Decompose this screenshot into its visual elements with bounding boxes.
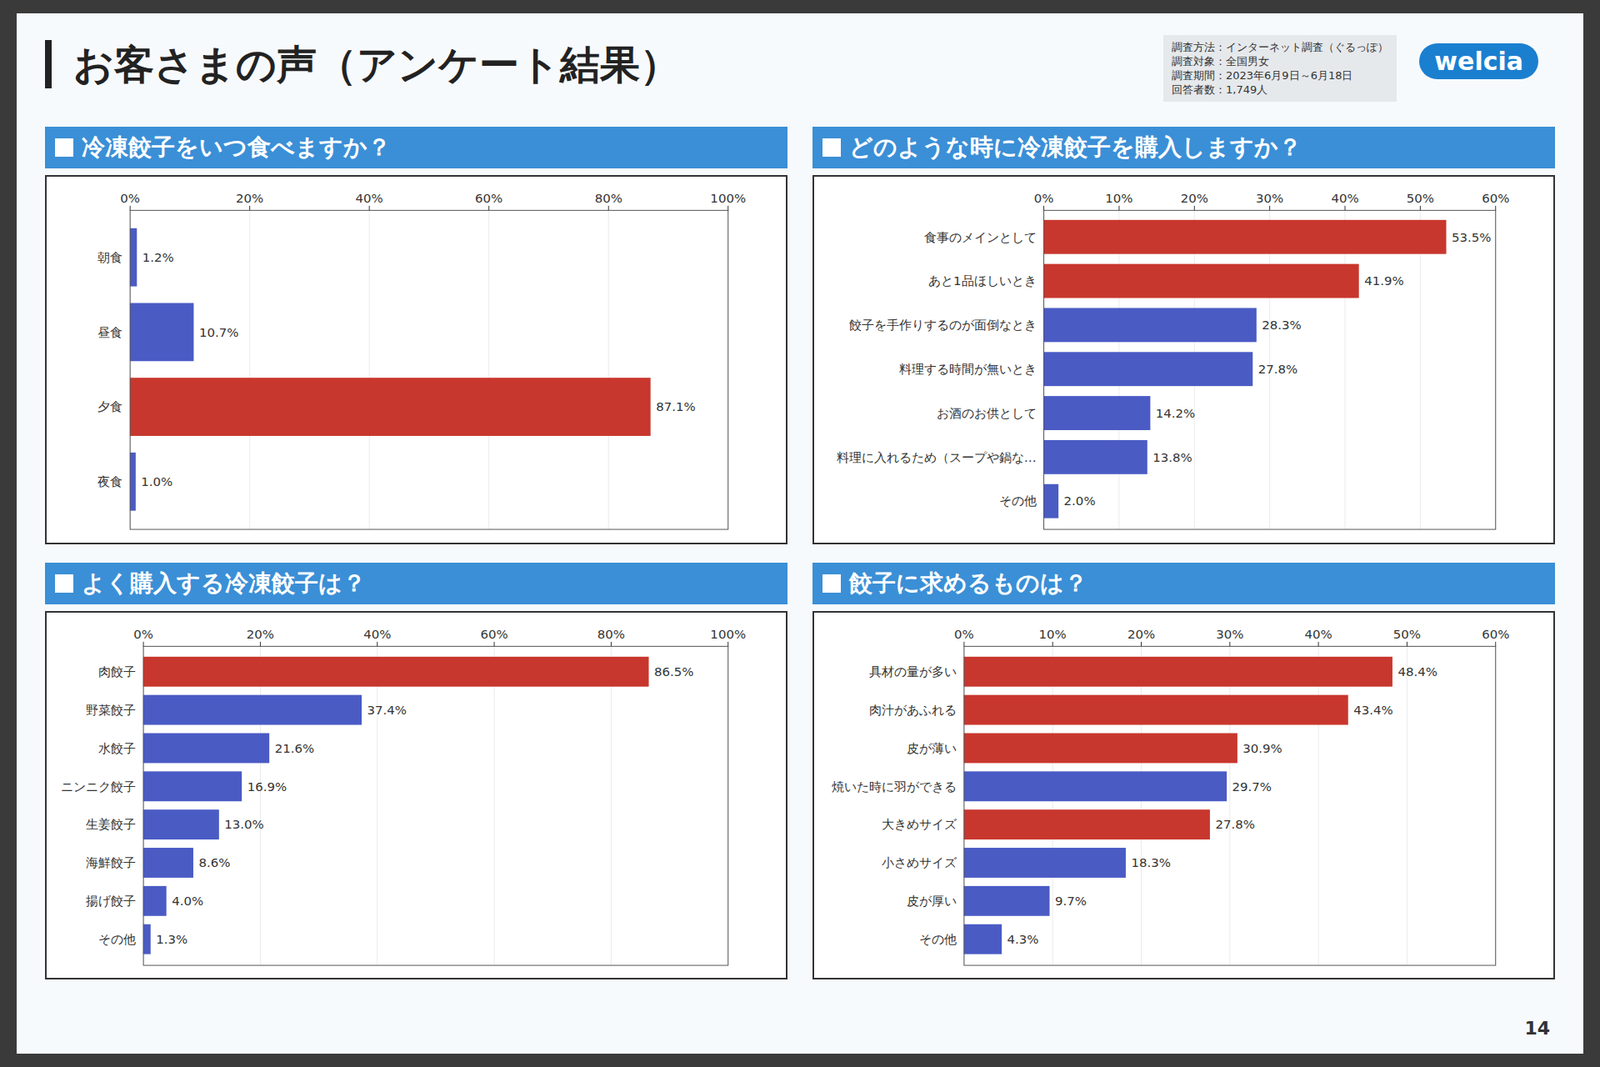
svg-text:10%: 10% xyxy=(1105,190,1133,206)
svg-text:100%: 100% xyxy=(710,190,746,206)
svg-text:37.4%: 37.4% xyxy=(366,701,406,717)
svg-text:40%: 40% xyxy=(1305,626,1333,642)
svg-text:20%: 20% xyxy=(246,626,275,642)
html-text:welcia: welcia xyxy=(1434,46,1524,76)
svg-text:料理に入れるため（スープや鍋な…: 料理に入れるため（スープや鍋な… xyxy=(836,450,1037,465)
svg-text:13.0%: 13.0% xyxy=(224,816,264,832)
svg-text:具材の量が多い: 具材の量が多い xyxy=(869,664,957,680)
svg-text:夜食: 夜食 xyxy=(97,474,123,490)
svg-text:10%: 10% xyxy=(1039,626,1067,642)
svg-text:80%: 80% xyxy=(595,190,623,206)
svg-text:48.4%: 48.4% xyxy=(1397,664,1437,680)
html-text:冷凍餃子をいつ食べますか？: 冷凍餃子をいつ食べますか？ xyxy=(81,133,391,161)
svg-text:29.7%: 29.7% xyxy=(1232,778,1272,794)
svg-text:14.2%: 14.2% xyxy=(1155,405,1195,421)
svg-text:41.9%: 41.9% xyxy=(1364,273,1404,289)
svg-text:30%: 30% xyxy=(1215,626,1244,642)
svg-text:1.3%: 1.3% xyxy=(155,930,188,946)
svg-text:大きめサイズ: 大きめサイズ xyxy=(881,816,958,832)
svg-text:0%: 0% xyxy=(954,626,975,642)
svg-text:53.5%: 53.5% xyxy=(1451,230,1491,245)
svg-text:昼食: 昼食 xyxy=(97,325,123,340)
svg-text:20%: 20% xyxy=(235,190,264,206)
svg-text:その他: その他 xyxy=(999,493,1037,509)
html-text:調査対象：全国男女: 調査対象：全国男女 xyxy=(1171,55,1270,68)
svg-text:料理する時間が無いとき: 料理する時間が無いとき xyxy=(899,361,1037,377)
svg-text:16.9%: 16.9% xyxy=(247,778,287,794)
svg-text:40%: 40% xyxy=(363,626,391,642)
svg-text:43.4%: 43.4% xyxy=(1353,701,1393,717)
svg-text:4.3%: 4.3% xyxy=(1007,930,1040,946)
svg-text:1.2%: 1.2% xyxy=(142,250,175,265)
svg-text:8.6%: 8.6% xyxy=(198,855,230,870)
html-text:調査方法：インターネット調査（ぐるっぽ）: 調査方法：インターネット調査（ぐるっぽ） xyxy=(1171,40,1389,54)
svg-text:その他: その他 xyxy=(98,930,136,946)
html-text:餃子に求めるものは？: 餃子に求めるものは？ xyxy=(849,568,1088,597)
html-text:よく購入する冷凍餃子は？: よく購入する冷凍餃子は？ xyxy=(81,568,366,597)
svg-text:27.8%: 27.8% xyxy=(1258,361,1298,377)
svg-text:60%: 60% xyxy=(480,626,508,642)
svg-text:食事のメインとして: 食事のメインとして xyxy=(924,230,1037,245)
svg-text:20%: 20% xyxy=(1180,190,1209,206)
svg-text:水餃子: 水餃子 xyxy=(98,740,136,755)
svg-text:87.1%: 87.1% xyxy=(655,399,695,415)
svg-text:18.3%: 18.3% xyxy=(1130,855,1170,870)
html-text:調査期間：2023年6月9日～6月18日: 調査期間：2023年6月9日～6月18日 xyxy=(1171,69,1353,82)
svg-text:30%: 30% xyxy=(1255,190,1284,206)
svg-text:4.0%: 4.0% xyxy=(171,893,204,909)
svg-text:27.8%: 27.8% xyxy=(1215,816,1255,832)
svg-text:50%: 50% xyxy=(1406,190,1435,206)
svg-text:60%: 60% xyxy=(1481,190,1510,206)
svg-text:86.5%: 86.5% xyxy=(654,664,694,680)
svg-text:28.3%: 28.3% xyxy=(1261,317,1301,333)
svg-text:餃子を手作りするのが面倒なとき: 餃子を手作りするのが面倒なとき xyxy=(849,317,1037,333)
svg-text:野菜餃子: 野菜餃子 xyxy=(85,701,136,717)
svg-text:100%: 100% xyxy=(710,626,746,642)
svg-text:13.8%: 13.8% xyxy=(1152,450,1192,465)
svg-text:0%: 0% xyxy=(120,190,140,206)
svg-text:焼いた時に羽ができる: 焼いた時に羽ができる xyxy=(831,778,957,794)
svg-text:ニンニク餃子: ニンニク餃子 xyxy=(60,778,136,794)
svg-text:皮が厚い: 皮が厚い xyxy=(906,893,957,909)
svg-text:40%: 40% xyxy=(1330,190,1359,206)
svg-text:その他: その他 xyxy=(919,930,957,946)
svg-text:肉餃子: 肉餃子 xyxy=(98,664,136,680)
svg-text:小さめサイズ: 小さめサイズ xyxy=(881,855,958,870)
svg-text:21.6%: 21.6% xyxy=(275,740,315,755)
svg-text:20%: 20% xyxy=(1127,626,1155,642)
svg-text:0%: 0% xyxy=(133,626,154,642)
svg-text:9.7%: 9.7% xyxy=(1055,893,1087,909)
svg-text:30.9%: 30.9% xyxy=(1242,740,1282,755)
svg-text:0%: 0% xyxy=(1034,190,1055,206)
svg-text:60%: 60% xyxy=(1481,626,1510,642)
svg-text:海鮮餃子: 海鮮餃子 xyxy=(85,855,136,870)
html-text:お客さまの声（アンケート結果）: お客さまの声（アンケート結果） xyxy=(73,40,680,88)
svg-text:夕食: 夕食 xyxy=(97,399,123,415)
svg-text:お酒のお供として: お酒のお供として xyxy=(936,405,1037,421)
html-text:14: 14 xyxy=(1524,1017,1550,1039)
svg-text:2.0%: 2.0% xyxy=(1064,493,1096,509)
svg-text:10.7%: 10.7% xyxy=(199,325,239,340)
svg-text:1.0%: 1.0% xyxy=(140,474,173,490)
html-text:どのような時に冷凍餃子を購入しますか？: どのような時に冷凍餃子を購入しますか？ xyxy=(849,133,1302,161)
svg-text:揚げ餃子: 揚げ餃子 xyxy=(85,893,136,909)
svg-text:朝食: 朝食 xyxy=(97,250,123,265)
svg-text:肉汁があふれる: 肉汁があふれる xyxy=(869,701,957,717)
svg-text:あと1品ほしいとき: あと1品ほしいとき xyxy=(928,273,1037,289)
svg-text:50%: 50% xyxy=(1393,626,1421,642)
html-text:回答者数：1,749人: 回答者数：1,749人 xyxy=(1171,83,1268,96)
svg-text:生姜餃子: 生姜餃子 xyxy=(85,816,136,832)
svg-text:40%: 40% xyxy=(355,190,384,206)
svg-text:80%: 80% xyxy=(597,626,625,642)
svg-text:皮が薄い: 皮が薄い xyxy=(906,740,957,755)
svg-text:60%: 60% xyxy=(475,190,503,206)
